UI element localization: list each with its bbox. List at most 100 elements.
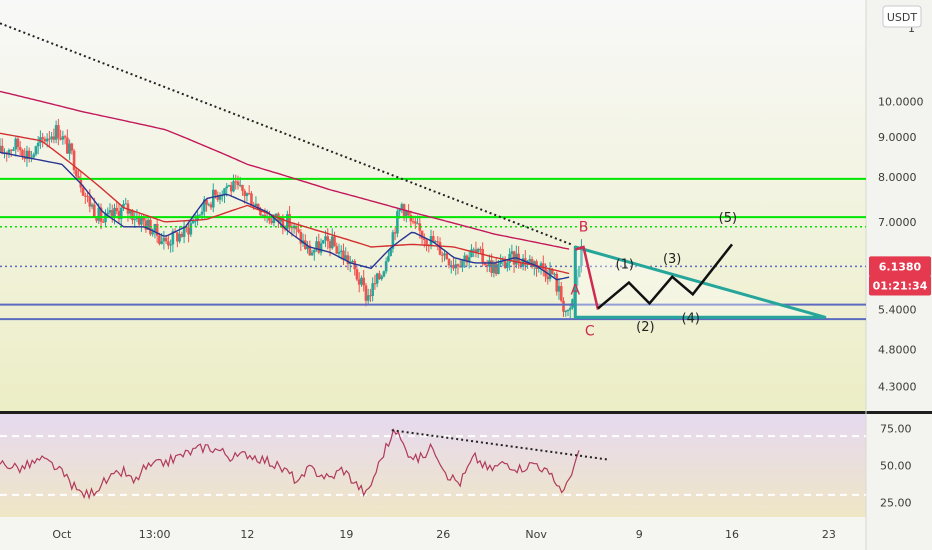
candle-body	[411, 221, 415, 223]
candle-body	[472, 249, 475, 251]
candle-body	[306, 245, 309, 249]
candle-body	[420, 230, 424, 239]
candle-body	[180, 233, 184, 237]
candle-body	[382, 271, 386, 277]
candle-body	[492, 263, 496, 273]
candle-body	[346, 255, 350, 265]
candle-body	[155, 223, 159, 236]
candle-body	[292, 225, 296, 229]
candle-body	[14, 138, 18, 150]
candle-body	[214, 189, 217, 196]
candle-body	[494, 263, 498, 274]
candle-body	[108, 210, 112, 213]
currency-badge-label: USDT	[887, 11, 918, 24]
candle-body	[519, 262, 523, 267]
candle-body	[59, 137, 62, 140]
moving-average-line	[0, 90, 570, 250]
rsi-tick-label: 50.00	[880, 460, 912, 473]
candle-body	[375, 273, 379, 284]
candle-body	[575, 276, 579, 286]
currency-badge[interactable]: USDT	[882, 5, 922, 28]
price-tag-box	[869, 275, 931, 296]
candle-body	[371, 283, 374, 296]
candle-body	[319, 243, 323, 253]
candle-body	[366, 295, 370, 301]
candle-body	[194, 220, 197, 222]
candle-body	[75, 170, 78, 177]
candle-body	[135, 217, 139, 220]
candle-body	[580, 245, 583, 266]
candle-body	[140, 216, 143, 225]
candle-body	[400, 204, 404, 210]
candle-body	[445, 253, 449, 260]
price-tick-label: 4.8000	[878, 343, 917, 356]
price-tag-label: 01:21:34	[873, 279, 928, 292]
wave-label: (4)	[682, 311, 700, 326]
candle-body	[52, 136, 56, 140]
candle-body	[326, 236, 330, 242]
candle-body	[151, 232, 154, 235]
candle-body	[559, 286, 563, 301]
candle-body	[288, 214, 291, 228]
price-tag-label: 6.1380	[879, 260, 922, 273]
candle-body	[259, 209, 262, 216]
candle-body	[227, 185, 231, 187]
wave-label: (2)	[636, 320, 654, 335]
abc-label: C	[585, 324, 595, 340]
candle-body	[378, 273, 381, 280]
triangle-pattern	[573, 245, 827, 319]
candle-body	[503, 259, 507, 268]
candle-body	[337, 251, 341, 254]
candle-body	[272, 217, 276, 224]
candle-body	[101, 221, 105, 223]
candle-body	[380, 276, 383, 280]
candle-body	[209, 204, 213, 208]
candle-body	[144, 220, 148, 230]
time-tick-label: 12	[240, 528, 254, 541]
wave-label: (3)	[663, 252, 681, 267]
candle-body	[476, 248, 480, 253]
chart-drawings[interactable]: B A C (1) (2) (3) (4) (5)	[0, 22, 827, 340]
candle-body	[373, 283, 377, 285]
candle-body	[447, 259, 451, 266]
candle-body	[279, 217, 282, 222]
candle-body	[481, 249, 484, 263]
candle-body	[77, 176, 80, 179]
candle-body	[564, 311, 568, 313]
candle-body	[254, 203, 258, 206]
candle-body	[84, 195, 87, 197]
candle-body	[299, 231, 303, 244]
candle-body	[310, 252, 314, 256]
candle-body	[389, 248, 392, 257]
candle-body	[438, 242, 442, 255]
price-tick-label: 9.0000	[878, 131, 917, 144]
price-pane-background	[0, 0, 866, 411]
candle-body	[72, 150, 76, 171]
candle-body	[541, 263, 545, 269]
candle-body	[317, 241, 321, 253]
time-axis-background	[0, 517, 866, 550]
candle-body	[133, 219, 137, 221]
candle-body	[48, 138, 51, 140]
candle-body	[66, 137, 69, 154]
candle-body	[339, 250, 343, 252]
candle-body	[497, 263, 500, 274]
candle-body	[360, 277, 363, 285]
candle-body	[68, 143, 71, 154]
candle-body	[81, 187, 85, 196]
candle-body	[550, 269, 554, 275]
candle-body	[330, 236, 334, 249]
candle-body	[479, 248, 482, 250]
candle-body	[232, 181, 235, 192]
rsi-line	[0, 428, 580, 500]
candle-body	[243, 190, 247, 197]
time-tick-label: 16	[725, 528, 739, 541]
candle-body	[485, 264, 489, 267]
candle-body	[393, 232, 397, 234]
candle-body	[18, 147, 22, 151]
axes: 10.00009.00008.00007.00006.00005.40004.8…	[52, 22, 931, 541]
rsi-pane-background	[0, 414, 866, 517]
candle-body	[351, 261, 354, 263]
time-tick-label: Oct	[52, 528, 72, 541]
